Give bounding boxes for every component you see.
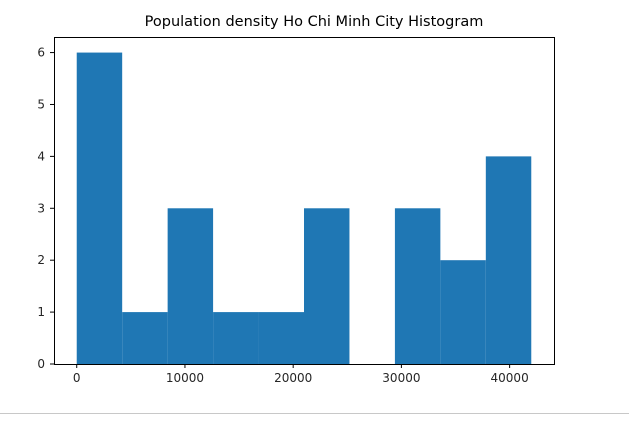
histogram-bar	[258, 312, 304, 364]
y-tick-label: 2	[37, 253, 45, 267]
y-axis: 0 1 2 3 4 5 6	[37, 46, 54, 371]
histogram-bar	[213, 312, 259, 364]
histogram-bar	[394, 208, 441, 364]
y-tick-label: 6	[37, 46, 45, 60]
plot-frame	[54, 37, 555, 365]
x-tick-label: 20000	[274, 371, 312, 385]
y-tick-label: 5	[37, 97, 45, 111]
x-tick-label: 40000	[491, 371, 529, 385]
histogram-bar	[122, 312, 168, 364]
x-tick-label: 0	[73, 371, 81, 385]
output-divider	[0, 413, 629, 414]
histogram-bar	[76, 52, 123, 364]
bars-group	[76, 52, 532, 364]
histogram-bar	[485, 156, 532, 364]
x-tick-label: 10000	[166, 371, 204, 385]
x-axis: 0 10000 20000 30000 40000	[73, 364, 529, 385]
x-tick-label: 30000	[382, 371, 420, 385]
histogram-bar	[304, 208, 350, 364]
y-tick-label: 1	[37, 305, 45, 319]
histogram-bar	[167, 208, 214, 364]
chart-title: Population density Ho Chi Minh City Hist…	[145, 14, 484, 30]
histogram-bar	[440, 260, 486, 364]
y-tick-label: 0	[37, 357, 45, 371]
y-tick-label: 3	[37, 201, 45, 215]
y-tick-label: 4	[37, 149, 45, 163]
